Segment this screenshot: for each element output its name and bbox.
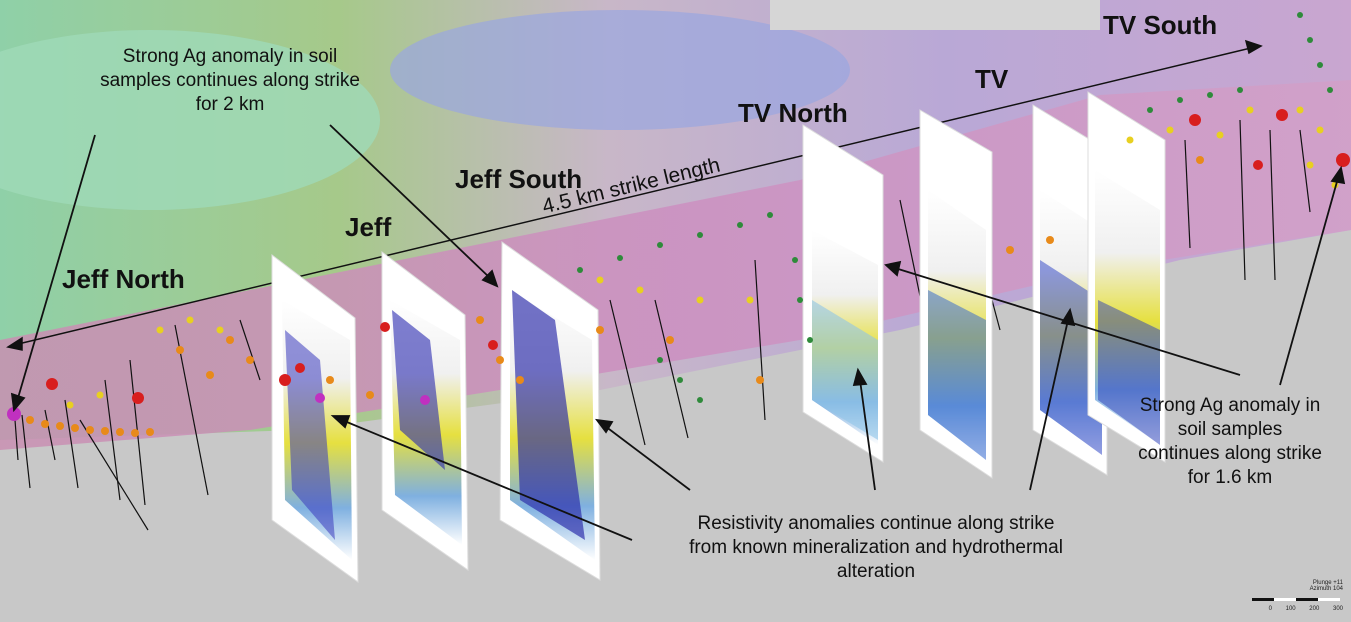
azimuth-readout: Azimuth 104 [1309, 586, 1343, 592]
zone-label-tv-north: TV North [738, 98, 848, 128]
green-anomaly-patch [0, 30, 380, 210]
soil-samples-green [577, 12, 1333, 403]
scale-tick-100: 100 [1285, 606, 1296, 612]
blue-anomaly-patch [390, 10, 850, 130]
strike-length-arrow [6, 39, 1263, 351]
scale-tick-300: 300 [1332, 606, 1343, 612]
annotation-ag-anomaly-west: Strong Ag anomaly in soil samples contin… [100, 46, 360, 115]
annotation-resistivity: Resistivity anomalies continue along str… [689, 513, 1063, 582]
plunge-readout: Plunge +11 [1312, 580, 1343, 586]
scale-bar [1252, 598, 1340, 601]
resistivity-section-5 [919, 109, 993, 479]
soil-samples-yellow [66, 106, 1339, 409]
annotation-ag-anomaly-east: Strong Ag anomaly in soil samples contin… [1138, 395, 1322, 488]
zone-label-jeff: Jeff [345, 212, 392, 242]
zone-label-tv: TV [975, 64, 1009, 94]
resistivity-section-2 [381, 250, 469, 571]
scale-tick-200: 200 [1309, 606, 1320, 612]
soil-samples-orange [26, 156, 1204, 437]
zone-label-jeff-north: Jeff North [62, 264, 185, 294]
grey-data-gap [770, 0, 1100, 30]
callout-arrows [10, 124, 1346, 541]
scale-ticks: 0 100 200 300 [1269, 606, 1343, 612]
zone-label-jeff-south: Jeff South [455, 164, 583, 194]
resistivity-section-7 [1087, 91, 1166, 463]
scale-tick-0: 0 [1268, 606, 1272, 612]
soil-samples [7, 109, 1350, 421]
zone-label-tv-south: TV South [1103, 10, 1218, 40]
resistivity-section-4 [802, 124, 884, 463]
orientation-readout: Plunge +11 Azimuth 104 0 100 200 300 [1269, 580, 1343, 612]
